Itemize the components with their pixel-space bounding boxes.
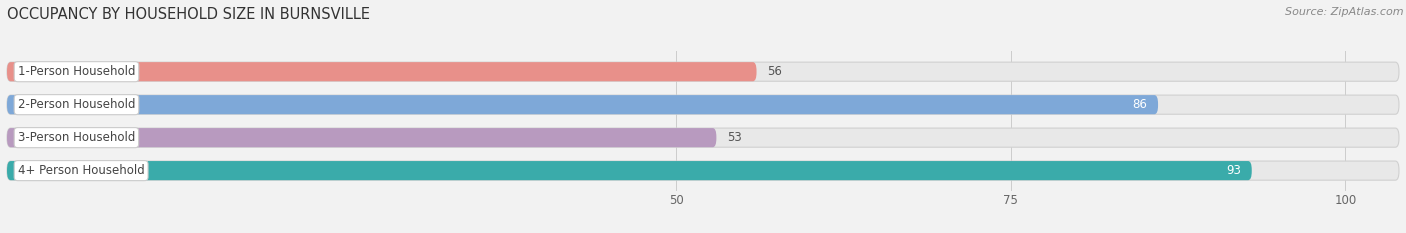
Text: 2-Person Household: 2-Person Household <box>18 98 135 111</box>
Text: Source: ZipAtlas.com: Source: ZipAtlas.com <box>1285 7 1403 17</box>
Text: 86: 86 <box>1132 98 1147 111</box>
Text: 53: 53 <box>727 131 742 144</box>
Text: 93: 93 <box>1226 164 1241 177</box>
FancyBboxPatch shape <box>7 128 717 147</box>
Text: 4+ Person Household: 4+ Person Household <box>18 164 145 177</box>
FancyBboxPatch shape <box>7 62 1399 81</box>
FancyBboxPatch shape <box>7 95 1399 114</box>
FancyBboxPatch shape <box>7 128 1399 147</box>
FancyBboxPatch shape <box>7 95 1159 114</box>
Text: 3-Person Household: 3-Person Household <box>18 131 135 144</box>
Text: 56: 56 <box>768 65 782 78</box>
Text: 1-Person Household: 1-Person Household <box>18 65 135 78</box>
Text: OCCUPANCY BY HOUSEHOLD SIZE IN BURNSVILLE: OCCUPANCY BY HOUSEHOLD SIZE IN BURNSVILL… <box>7 7 370 22</box>
FancyBboxPatch shape <box>7 161 1399 180</box>
FancyBboxPatch shape <box>7 161 1251 180</box>
FancyBboxPatch shape <box>7 62 756 81</box>
